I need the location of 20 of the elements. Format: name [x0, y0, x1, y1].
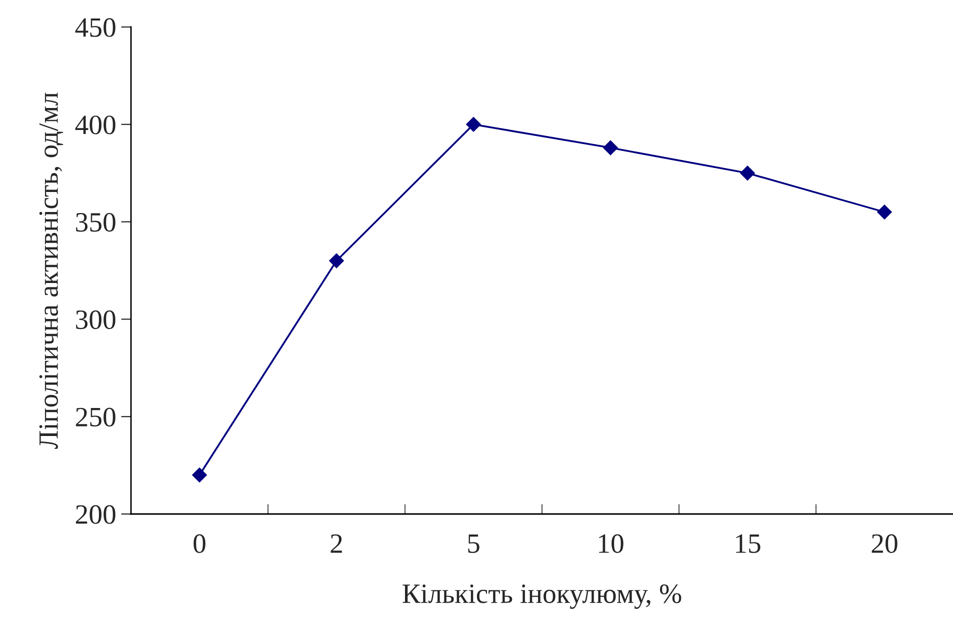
point	[192, 468, 207, 482]
y-tick-label: 300	[76, 310, 116, 330]
x-tick-label: 10	[599, 534, 624, 553]
x-tick-label: 15	[736, 534, 760, 553]
x-tick-label: 5	[468, 534, 480, 553]
y-tick-label: 400	[75, 116, 116, 134]
x-tick-label: 0	[194, 534, 206, 553]
point	[329, 253, 344, 268]
point	[740, 166, 755, 180]
x-tick-label: 2	[330, 534, 342, 553]
point	[877, 204, 892, 220]
point	[603, 140, 618, 156]
y-tick-label: 200	[76, 505, 116, 524]
y-tick-label: 350	[76, 212, 116, 232]
y-tick-label: 250	[76, 408, 116, 427]
y-axis-title: Ліполітична активність, од/мл	[39, 92, 64, 449]
point	[466, 117, 481, 132]
x-tick-label: 20	[872, 534, 898, 553]
x-axis-title: Кількість інокулюму, %	[402, 584, 682, 609]
y-tick-label: 450	[75, 18, 116, 37]
